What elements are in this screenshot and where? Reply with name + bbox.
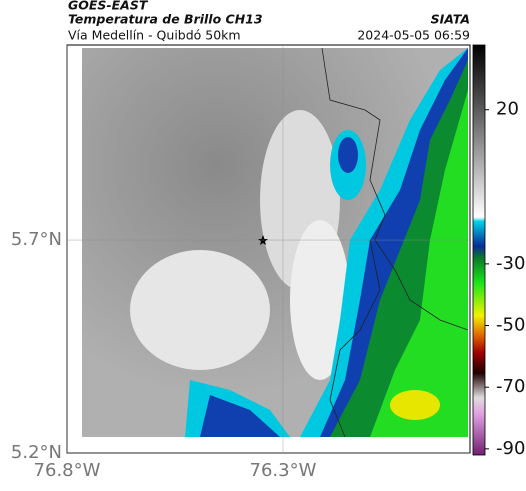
timestamp: 2024-05-05 06:59	[357, 28, 470, 43]
colorbar-tick-label: -70	[496, 376, 525, 397]
region: Vía Medellín - Quibdó 50km	[68, 28, 241, 43]
colorbar-tick-label: -90	[496, 438, 525, 459]
lat-label: 5.7°N	[11, 229, 62, 250]
satellite: GOES-EAST	[68, 0, 149, 13]
satellite-image	[82, 47, 469, 438]
colorbar	[472, 44, 486, 456]
colorbar-tick-label: 20	[496, 99, 519, 120]
source: SIATA	[431, 12, 470, 27]
colorbar-tick-label: -50	[496, 315, 525, 336]
lat-label: 5.2°N	[11, 442, 62, 463]
product: Temperatura de Brillo CH13	[68, 12, 263, 27]
lon-label: 76.8°W	[34, 460, 101, 481]
lon-label: 76.3°W	[250, 460, 317, 481]
colorbar-tick-label: -30	[496, 253, 525, 274]
